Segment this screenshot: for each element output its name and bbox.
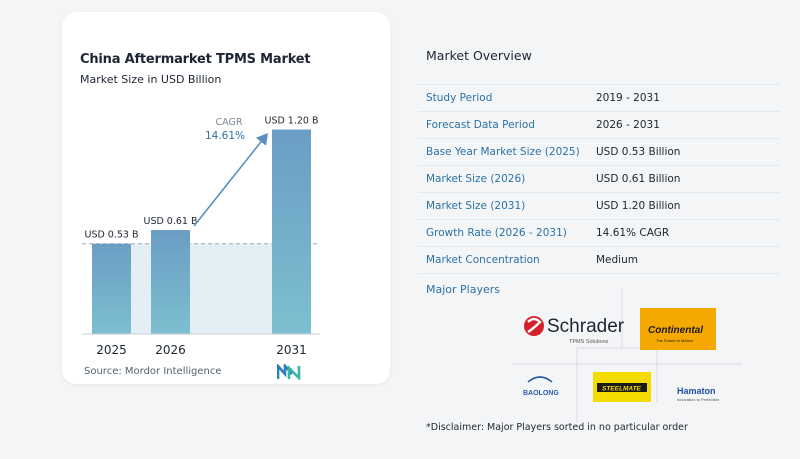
row-label: Market Size (2031) (426, 200, 526, 212)
schrader-wordmark: Schrader (547, 316, 625, 337)
hamaton-tagline: Innovation to Perfection (677, 397, 719, 402)
row-label: Market Size (2026) (426, 173, 526, 185)
data-label-2025: USD 0.53 B (84, 230, 138, 241)
row-value: 2019 - 2031 (596, 92, 660, 104)
row-value: 14.61% CAGR (596, 227, 670, 239)
mordor-logo-icon (277, 364, 301, 380)
baolong-logo: BAOLONG (523, 376, 559, 397)
continental-logo: Continental The Future in Motion (640, 308, 716, 350)
schrader-tagline: TPMS Solutions (569, 339, 609, 345)
row-label: Study Period (426, 92, 493, 104)
overview-title: Market Overview (426, 48, 532, 63)
continental-tagline: The Future in Motion (656, 338, 693, 343)
row-label: Base Year Market Size (2025) (426, 146, 580, 158)
schrader-logo: Schrader TPMS Solutions (524, 316, 625, 345)
overview-row-size-2031: Market Size (2031) USD 1.20 Billion (418, 192, 780, 219)
overview-row-forecast-period: Forecast Data Period 2026 - 2031 (418, 111, 780, 138)
source-note: Source: Mordor Intelligence (84, 366, 222, 377)
row-label: Market Concentration (426, 254, 540, 266)
bar-2031 (272, 129, 311, 334)
row-value: USD 0.61 Billion (596, 173, 681, 185)
steelmate-wordmark: STEELMATE (602, 386, 642, 393)
overview-row-base-year-size: Base Year Market Size (2025) USD 0.53 Bi… (418, 138, 780, 165)
players-logo-grid: Schrader TPMS Solutions Continental The … (512, 288, 742, 422)
steelmate-logo: STEELMATE (593, 372, 651, 402)
row-value: 2026 - 2031 (596, 119, 660, 131)
category-label-2026: 2026 (155, 343, 186, 357)
right-panel: Market Overview Study Period 2019 - 2031… (412, 12, 782, 452)
disclaimer: *Disclaimer: Major Players sorted in no … (426, 422, 688, 433)
chart-plot: USD 0.53 B 2025 USD 0.61 B 2026 USD 1.20 B 20… (82, 116, 320, 357)
cagr-value: 14.61% (205, 130, 245, 142)
category-label-2025: 2025 (96, 343, 127, 357)
row-label: Growth Rate (2026 - 2031) (426, 227, 567, 239)
players-title: Major Players (426, 283, 500, 296)
overview-row-concentration: Market Concentration Medium (418, 246, 780, 274)
row-label: Forecast Data Period (426, 119, 535, 131)
chart-card: China Aftermarket TPMS Market Market Siz… (62, 12, 390, 384)
overview-row-growth-rate: Growth Rate (2026 - 2031) 14.61% CAGR (418, 219, 780, 246)
hamaton-wordmark: Hamaton (677, 386, 716, 396)
bar-2025 (92, 243, 131, 334)
baolong-wordmark: BAOLONG (523, 390, 559, 397)
cagr-arrow (193, 133, 268, 227)
continental-wordmark: Continental (648, 325, 703, 336)
row-value: Medium (596, 254, 638, 266)
data-label-2026: USD 0.61 B (143, 216, 197, 227)
data-label-2031: USD 1.20 B (264, 116, 318, 127)
bar-2026 (151, 230, 190, 334)
hamaton-logo: Hamaton Innovation to Perfection (677, 386, 719, 402)
row-value: USD 0.53 Billion (596, 146, 681, 158)
row-value: USD 1.20 Billion (596, 200, 681, 212)
overview-row-study-period: Study Period 2019 - 2031 (418, 84, 780, 111)
overview-row-size-2026: Market Size (2026) USD 0.61 Billion (418, 165, 780, 192)
category-label-2031: 2031 (276, 343, 307, 357)
chart-subtitle: Market Size in USD Billion (80, 73, 222, 86)
chart-title: China Aftermarket TPMS Market (80, 52, 311, 67)
overview-table: Study Period 2019 - 2031 Forecast Data P… (418, 84, 780, 274)
cagr-label: CAGR (216, 117, 243, 128)
